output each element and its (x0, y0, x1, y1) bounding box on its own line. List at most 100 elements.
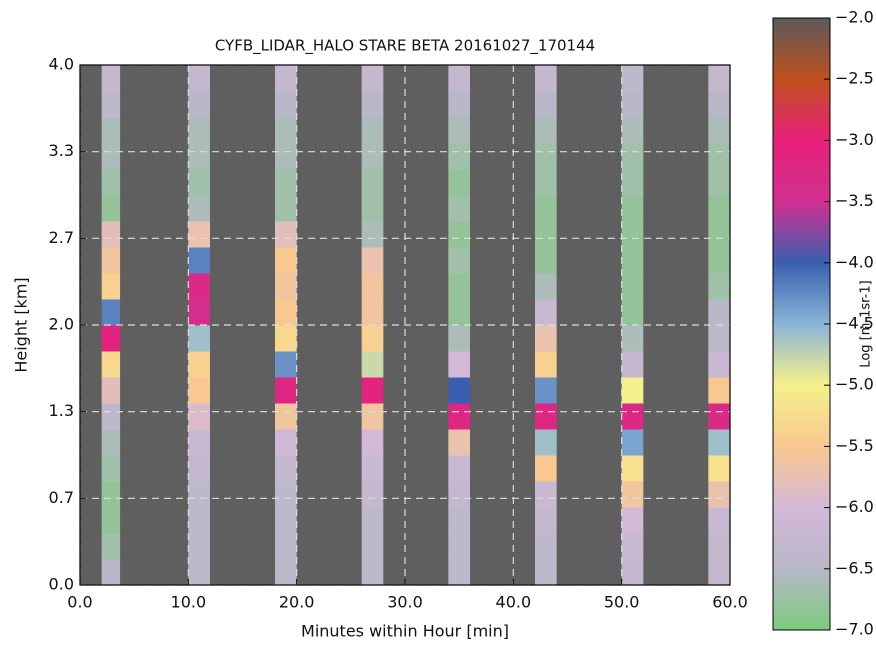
heatmap-cell (361, 377, 384, 404)
heatmap-cell (101, 455, 121, 482)
heatmap-cell (101, 377, 121, 404)
x-tick-label: 50.0 (604, 593, 640, 612)
heatmap-cell (708, 481, 730, 508)
heatmap-cell (535, 195, 557, 222)
heatmap-cell (275, 143, 297, 170)
chart-title: CYFB_LIDAR_HALO STARE BETA 20161027_1701… (215, 37, 595, 56)
heatmap-cell (361, 533, 384, 560)
heatmap-cell (621, 247, 644, 274)
heatmap-cell (361, 403, 384, 430)
heatmap-cell (188, 195, 210, 222)
heatmap-cell (448, 117, 470, 144)
heatmap-cell (361, 195, 384, 222)
heatmap-cell (275, 559, 297, 586)
heatmap-cell (535, 65, 557, 92)
heatmap-cell (535, 117, 557, 144)
heatmap-cell (188, 117, 210, 144)
heatmap-cell (448, 221, 470, 248)
heatmap-cell (101, 91, 121, 118)
heatmap-cell (708, 299, 730, 326)
heatmap-cell (275, 325, 297, 352)
heatmap-cell (361, 65, 384, 92)
y-tick-label: 2.7 (49, 228, 74, 247)
heatmap-cell (621, 429, 644, 456)
heatmap-cell (361, 247, 384, 274)
colorbar (772, 17, 831, 631)
heatmap-cell (275, 429, 297, 456)
heatmap-cell (621, 559, 644, 586)
heatmap-cell (448, 143, 470, 170)
heatmap-cell (361, 299, 384, 326)
heatmap-cell (535, 481, 557, 508)
heatmap-cell (708, 429, 730, 456)
heatmap-cell (101, 325, 121, 352)
heatmap-cell (361, 91, 384, 118)
heatmap-cell (708, 65, 730, 92)
heatmap-cell (361, 117, 384, 144)
heatmap-cell (275, 273, 297, 300)
heatmap-cell (275, 481, 297, 508)
heatmap-cell (621, 117, 644, 144)
heatmap-cell (621, 91, 644, 118)
heatmap-cell (275, 169, 297, 196)
y-tick-label: 0.0 (49, 575, 74, 594)
heatmap-cell (361, 351, 384, 378)
y-tick-label: 4.0 (49, 55, 74, 74)
colorbar-tick-label: −6.5 (835, 558, 874, 577)
heatmap-cell (188, 247, 210, 274)
heatmap-cell (708, 351, 730, 378)
heatmap-cell (188, 91, 210, 118)
heatmap-cell (101, 117, 121, 144)
y-tick-label: 2.0 (49, 315, 74, 334)
heatmap-cell (188, 273, 210, 300)
heatmap-cell (188, 65, 210, 92)
heatmap-cell (448, 195, 470, 222)
heatmap-cell (708, 91, 730, 118)
heatmap-cell (101, 195, 121, 222)
heatmap-cell (621, 533, 644, 560)
heatmap-cell (275, 299, 297, 326)
heatmap-cell (361, 273, 384, 300)
heatmap-cell (101, 273, 121, 300)
heatmap-cell (621, 481, 644, 508)
heatmap-cell (448, 533, 470, 560)
heatmap-cell (708, 143, 730, 170)
heatmap-cell (275, 91, 297, 118)
heatmap-cell (101, 351, 121, 378)
x-tick-label: 30.0 (387, 593, 423, 612)
heatmap-cell (275, 403, 297, 430)
heatmap-cell (101, 169, 121, 196)
heatmap-cell (535, 299, 557, 326)
heatmap-cell (275, 65, 297, 92)
heatmap-cell (535, 247, 557, 274)
heatmap-cell (621, 221, 644, 248)
heatmap-cell (275, 351, 297, 378)
heatmap-cell (101, 481, 121, 508)
heatmap-cell (188, 169, 210, 196)
heatmap-cell (621, 377, 644, 404)
heatmap-cell (708, 507, 730, 534)
colorbar-tick-label: −3.5 (835, 191, 874, 210)
heatmap-cell (708, 221, 730, 248)
x-tick-label: 0.0 (67, 593, 92, 612)
heatmap-cell (621, 273, 644, 300)
heatmap-cell (361, 507, 384, 534)
heatmap-cell (535, 169, 557, 196)
y-tick-label: 0.7 (49, 488, 74, 507)
heatmap-cell (535, 455, 557, 482)
x-axis-label: Minutes within Hour [min] (301, 622, 509, 641)
heatmap-cell (535, 533, 557, 560)
heatmap-cell (448, 325, 470, 352)
heatmap-cell (361, 481, 384, 508)
heatmap-cell (708, 403, 730, 430)
heatmap-cell (621, 65, 644, 92)
heatmap-cell (101, 403, 121, 430)
heatmap-cell (275, 117, 297, 144)
heatmap-cell (448, 377, 470, 404)
x-tick-label: 10.0 (171, 593, 207, 612)
colorbar-label: Log [m-1sr-1] (859, 280, 874, 367)
heatmap-cell (361, 455, 384, 482)
heatmap-cell (361, 559, 384, 586)
heatmap-cell (535, 559, 557, 586)
